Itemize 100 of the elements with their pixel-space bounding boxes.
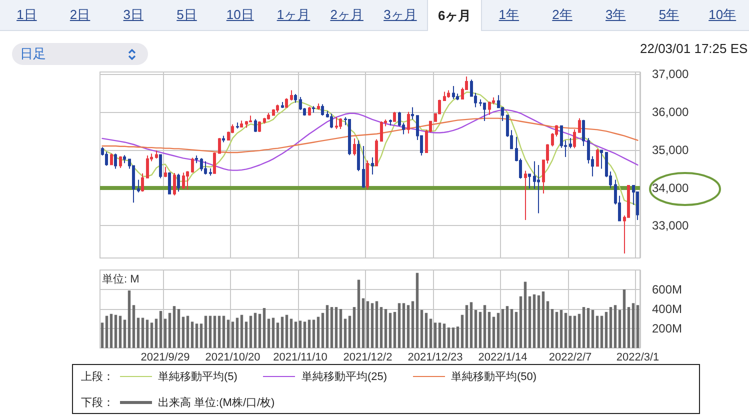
candlestick (263, 117, 266, 124)
candlestick (119, 156, 122, 169)
x-tick-label: 2022/2/7 (548, 352, 592, 364)
bar (128, 290, 131, 348)
candlestick (294, 94, 297, 104)
candlestick (317, 103, 320, 110)
y-axis-title: 単位: M (102, 274, 140, 286)
bar (636, 305, 640, 348)
bar (375, 301, 378, 348)
candlestick (366, 160, 369, 190)
bar (519, 296, 522, 348)
bar (240, 314, 244, 348)
text: 5年 (658, 6, 680, 24)
bar (100, 322, 104, 348)
bar (542, 291, 545, 348)
legend-label: 出来高 単位:(M株/口/枚) (157, 396, 275, 410)
bar (506, 306, 509, 348)
candlestick (353, 138, 356, 156)
bar (357, 280, 360, 348)
bar (312, 320, 316, 348)
bar (600, 316, 604, 348)
text: 上段： (81, 370, 114, 384)
bar (402, 303, 406, 348)
y-tick-label: 34,000 (652, 180, 690, 195)
x-tick-label: 2021/12/2 (343, 352, 392, 364)
candlestick (330, 113, 333, 129)
bar (528, 296, 532, 348)
bar (262, 308, 266, 348)
bar (168, 312, 172, 348)
line-series (102, 92, 638, 207)
bar (524, 282, 527, 348)
bar (393, 312, 396, 348)
bar (452, 328, 455, 348)
bar (406, 305, 410, 348)
bar (136, 318, 140, 348)
bar (456, 326, 460, 348)
bar (146, 320, 149, 348)
candlestick (339, 118, 342, 130)
bar (474, 310, 478, 348)
bar (231, 322, 234, 348)
candlestick (447, 90, 450, 98)
bar (483, 305, 486, 348)
candlestick (528, 174, 531, 190)
bar (434, 322, 437, 348)
candlestick (105, 151, 108, 166)
candlestick (281, 101, 284, 109)
x-tick-label: 2022/3/1 (616, 352, 660, 364)
bar (442, 324, 446, 348)
bar (344, 318, 347, 348)
x-tick-label: 2022/1/14 (478, 352, 528, 364)
bar (298, 320, 302, 348)
bar (182, 316, 185, 348)
bar (555, 312, 558, 348)
bar (195, 324, 198, 348)
candlestick (164, 166, 167, 178)
bar (420, 310, 424, 348)
candlestick (411, 106, 414, 120)
bar (496, 312, 500, 348)
text: 日足 (20, 45, 46, 63)
x-tick-label: 2021/9/29 (140, 352, 190, 364)
bar (244, 322, 248, 348)
y-tick-label: 200M (652, 322, 682, 336)
bar (492, 316, 496, 348)
line-series (102, 109, 638, 171)
x-tick-label: 2021/11/10 (273, 352, 328, 364)
candlestick (254, 118, 257, 132)
candlestick (168, 172, 171, 195)
bar (622, 290, 626, 348)
bar (132, 305, 136, 348)
bar (294, 322, 298, 348)
bar (141, 318, 144, 348)
candlestick (141, 172, 144, 192)
text: 2日 (68, 6, 92, 24)
candlestick (146, 155, 149, 179)
bar (546, 301, 550, 348)
x-tick-label: 2021/12/23 (408, 352, 463, 364)
bar (154, 318, 158, 348)
text: 6ヶ月 (426, 0, 482, 31)
candlestick (191, 157, 194, 174)
bar (470, 302, 473, 348)
legend-label: 単純移動平均(50) (450, 370, 537, 384)
bar (226, 320, 230, 348)
y-tick-label: 37,000 (652, 66, 690, 81)
y-tick-label: 33,000 (652, 218, 690, 233)
bar (388, 312, 392, 348)
bar (614, 305, 617, 348)
bar (200, 324, 203, 348)
bar (591, 310, 594, 348)
bar (290, 318, 293, 348)
candlestick (452, 86, 455, 100)
candlestick (159, 154, 162, 179)
candlestick (357, 140, 360, 172)
candlestick (267, 112, 270, 120)
candlestick (155, 150, 158, 160)
candlestick (290, 90, 293, 101)
x-tick-label: 2021/10/20 (205, 352, 260, 364)
candlestick (348, 118, 351, 156)
bar (326, 305, 329, 348)
candlestick (258, 120, 261, 132)
candlestick (200, 158, 203, 172)
